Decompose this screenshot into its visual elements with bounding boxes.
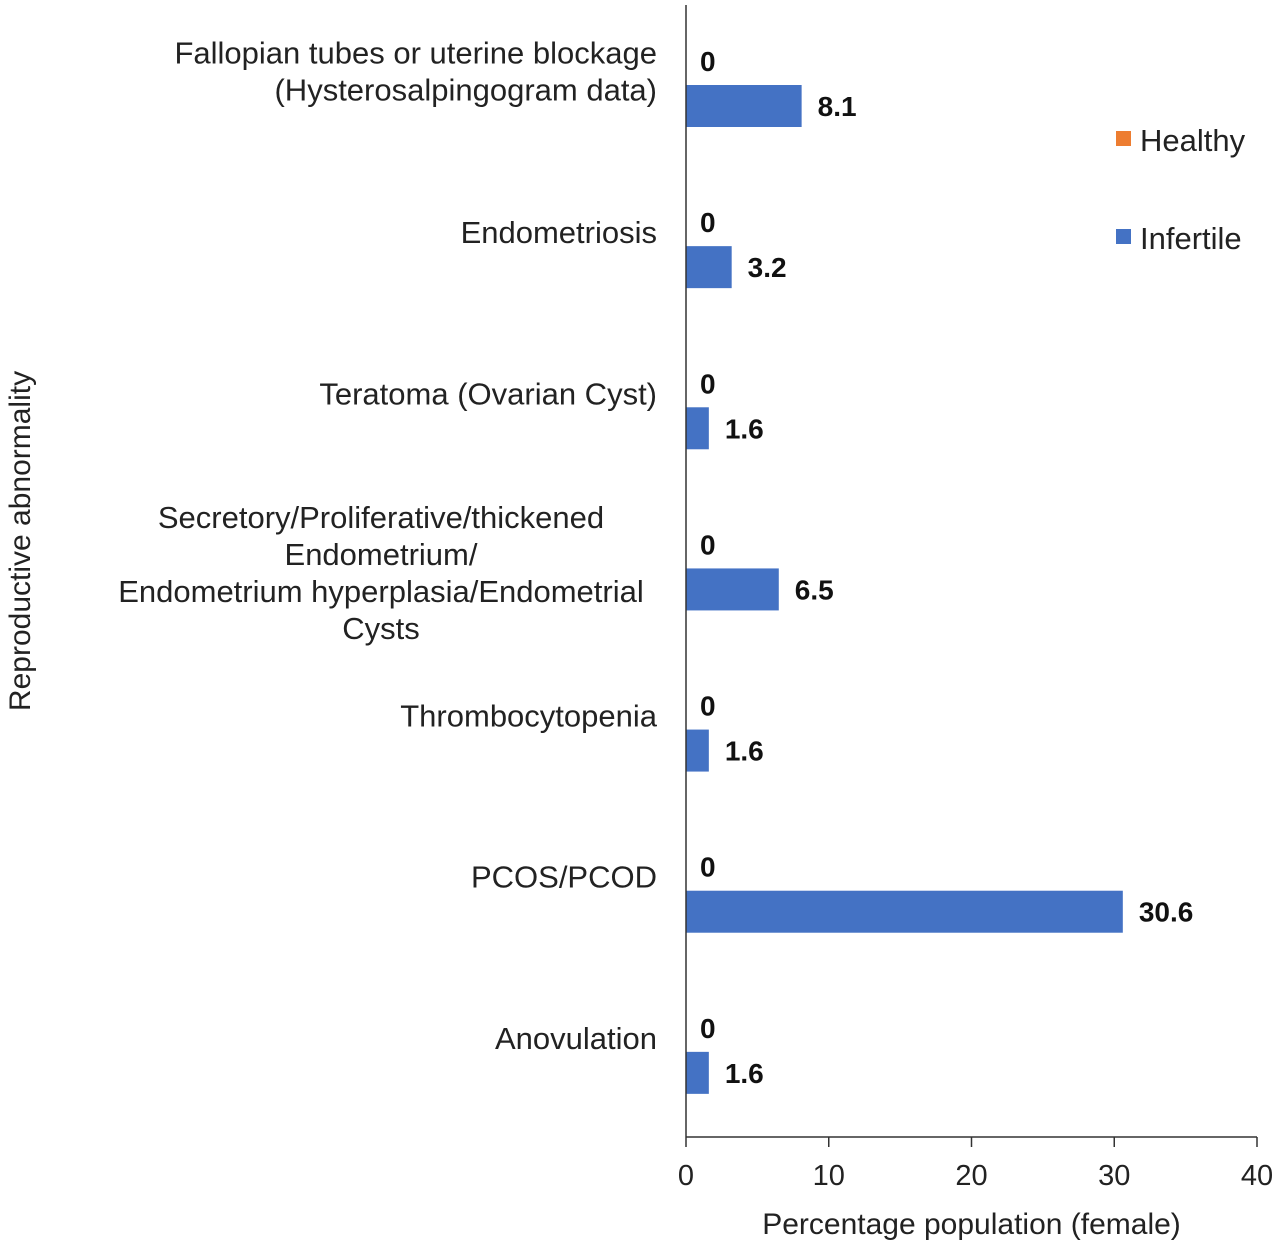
data-label-healthy: 0 [700, 207, 716, 238]
data-label-healthy: 0 [700, 529, 716, 560]
data-label-infertile: 8.1 [818, 91, 857, 122]
bar-infertile [686, 729, 709, 772]
x-tick-label: 20 [955, 1160, 987, 1192]
data-label-healthy: 0 [700, 691, 716, 722]
x-tick-label: 0 [678, 1160, 694, 1192]
bars [686, 85, 1123, 1094]
bar-infertile [686, 1051, 709, 1094]
data-label-infertile: 1.6 [725, 413, 764, 444]
category-labels: Fallopian tubes or uterine blockage (Hyst… [118, 36, 658, 1056]
legend: Healthy Infertile [1116, 123, 1246, 256]
category-label: Thrombocytopenia [400, 699, 658, 734]
bar-infertile [686, 568, 779, 611]
category-label: Anovulation [495, 1021, 657, 1056]
legend-label-infertile: Infertile [1140, 221, 1242, 256]
data-label-healthy: 0 [700, 852, 716, 883]
category-label: PCOS/PCOD [471, 860, 657, 895]
category-label: Endometriosis [461, 215, 657, 250]
bar-infertile [686, 246, 732, 289]
data-label-infertile: 1.6 [725, 1058, 764, 1089]
x-tick-label: 30 [1098, 1160, 1130, 1192]
data-label-infertile: 3.2 [748, 252, 787, 283]
bar-infertile [686, 407, 709, 450]
x-tick-label: 40 [1241, 1160, 1273, 1192]
y-axis-title: Reproductive abnormality [4, 371, 37, 711]
bar-infertile [686, 890, 1123, 933]
data-label-healthy: 0 [700, 1013, 716, 1044]
bar-infertile [686, 85, 802, 127]
legend-label-healthy: Healthy [1140, 123, 1246, 158]
category-label: Secretory/Proliferative/thickened Endomet… [118, 500, 644, 646]
data-label-infertile: 1.6 [725, 736, 764, 767]
data-label-healthy: 0 [700, 46, 716, 77]
category-label: Fallopian tubes or uterine blockage (Hyst… [174, 36, 657, 108]
category-label: Teratoma (Ovarian Cyst) [319, 376, 657, 411]
data-labels: 0 8.1 0 3.2 0 1.6 0 6.5 0 1.6 0 30.6 0 1.6 [700, 46, 1193, 1089]
data-label-infertile: 30.6 [1139, 897, 1194, 928]
data-label-infertile: 6.5 [795, 574, 834, 605]
legend-swatch-infertile [1116, 229, 1131, 244]
data-label-healthy: 0 [700, 368, 716, 399]
legend-swatch-healthy [1116, 131, 1131, 146]
x-tick-label: 10 [813, 1160, 845, 1192]
x-axis-title: Percentage population (female) [762, 1208, 1181, 1241]
x-axis-ticks: 0 10 20 30 40 [678, 1137, 1273, 1192]
